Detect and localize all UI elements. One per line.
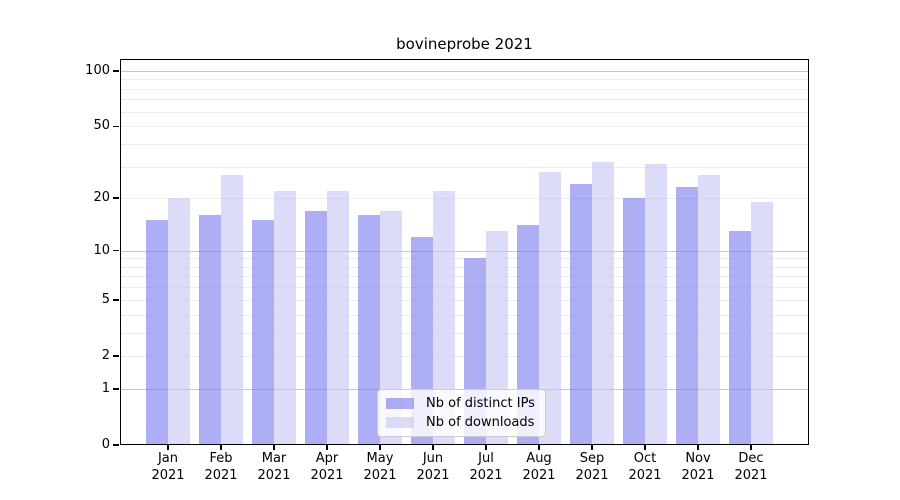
- bar-downloads-jan: [168, 198, 190, 445]
- bar-ips-feb: [199, 215, 221, 445]
- gridline-minor-20: [120, 198, 809, 200]
- bar-ips-oct: [623, 198, 645, 445]
- gridline-minor-50: [120, 126, 809, 128]
- gridline-minor-30: [120, 166, 809, 168]
- y-tick-5: [113, 298, 119, 301]
- bar-ips-mar: [252, 220, 274, 445]
- chart-title: bovineprobe 2021: [396, 35, 533, 53]
- x-tick-aug: [538, 445, 540, 450]
- x-tick-label-dec: Dec 2021: [734, 451, 768, 483]
- bar-downloads-may: [380, 210, 402, 445]
- x-tick-nov: [697, 445, 699, 450]
- gridline-major-100: [120, 70, 809, 72]
- x-tick-label-mar: Mar 2021: [257, 451, 291, 483]
- bar-downloads-nov: [698, 174, 720, 445]
- x-tick-label-aug: Aug 2021: [522, 451, 556, 483]
- x-tick-jun: [432, 445, 434, 450]
- x-tick-apr: [326, 445, 328, 450]
- x-tick-label-oct: Oct 2021: [628, 451, 662, 483]
- x-tick-label-jun: Jun 2021: [416, 451, 450, 483]
- bar-downloads-apr: [327, 190, 349, 445]
- x-tick-label-sep: Sep 2021: [575, 451, 609, 483]
- legend-label-distinct-ips: Nb of distinct IPs: [426, 396, 535, 411]
- y-tick-50: [113, 125, 119, 128]
- bar-ips-jan: [146, 220, 168, 445]
- x-tick-label-jul: Jul 2021: [469, 451, 503, 483]
- y-tick-label-0: 0: [101, 437, 110, 452]
- x-tick-jul: [485, 445, 487, 450]
- gridline-major-10: [120, 250, 809, 252]
- legend-item-distinct-ips: Nb of distinct IPs: [386, 396, 537, 411]
- x-tick-mar: [273, 445, 275, 450]
- x-tick-jan: [167, 445, 169, 450]
- y-tick-label-2: 2: [101, 347, 110, 363]
- bar-downloads-mar: [274, 190, 296, 445]
- x-tick-label-nov: Nov 2021: [681, 451, 715, 483]
- x-tick-sep: [591, 445, 593, 450]
- x-tick-oct: [644, 445, 646, 450]
- y-tick-1: [113, 388, 119, 390]
- x-tick-label-apr: Apr 2021: [310, 451, 344, 483]
- y-tick-100: [113, 70, 119, 72]
- plot-area: Nb of distinct IPs Nb of downloads: [120, 59, 809, 445]
- bar-ips-apr: [305, 210, 327, 445]
- legend-label-downloads: Nb of downloads: [426, 415, 535, 430]
- x-tick-may: [379, 445, 381, 450]
- y-tick-0: [113, 444, 119, 446]
- bar-downloads-dec: [751, 202, 773, 445]
- y-tick-label-5: 5: [101, 291, 110, 307]
- y-tick-label-1: 1: [101, 380, 110, 396]
- bar-downloads-oct: [645, 164, 667, 445]
- legend-swatch-downloads: [386, 417, 414, 428]
- x-tick-dec: [750, 445, 752, 450]
- legend-item-downloads: Nb of downloads: [386, 415, 537, 430]
- x-tick-feb: [220, 445, 222, 450]
- bar-ips-sep: [570, 184, 592, 445]
- x-tick-label-jan: Jan 2021: [151, 451, 185, 483]
- gridline-minor-40: [120, 143, 809, 145]
- bar-ips-dec: [729, 231, 751, 445]
- y-tick-2: [113, 355, 119, 357]
- gridline-minor-60: [120, 111, 809, 113]
- y-tick-20: [113, 197, 119, 200]
- gridline-minor-70: [120, 99, 809, 101]
- y-tick-label-100: 100: [85, 62, 110, 78]
- bar-ips-nov: [676, 187, 698, 445]
- bar-downloads-feb: [221, 174, 243, 445]
- y-tick-label-10: 10: [93, 242, 110, 258]
- bar-downloads-aug: [539, 172, 561, 445]
- bar-ips-may: [358, 215, 380, 445]
- bar-downloads-jun: [433, 190, 455, 445]
- y-tick-label-20: 20: [93, 190, 110, 206]
- x-tick-label-may: May 2021: [363, 451, 397, 483]
- y-tick-10: [113, 249, 119, 252]
- y-tick-label-50: 50: [93, 118, 110, 134]
- gridline-minor-90: [120, 79, 809, 81]
- x-tick-label-feb: Feb 2021: [204, 451, 238, 483]
- legend: Nb of distinct IPs Nb of downloads: [377, 389, 546, 437]
- bar-downloads-sep: [592, 161, 614, 445]
- gridline-minor-80: [120, 88, 809, 90]
- legend-swatch-distinct-ips: [386, 398, 414, 409]
